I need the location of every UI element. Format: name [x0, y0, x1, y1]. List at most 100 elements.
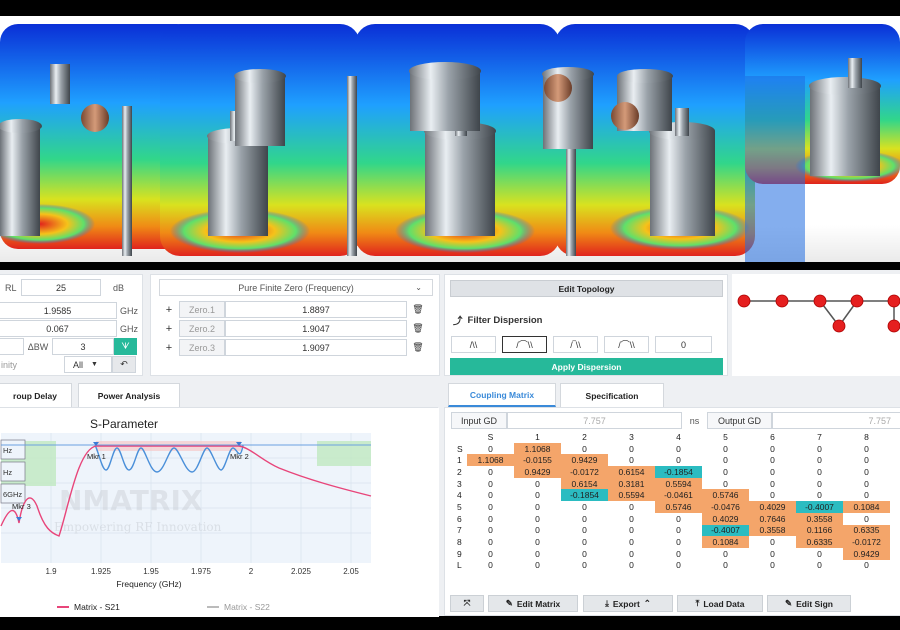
topology-node[interactable]: [887, 319, 900, 333]
matrix-cell[interactable]: 0: [582, 501, 587, 512]
dispersion-shape-3-icon[interactable]: /‾\\: [553, 336, 598, 353]
matrix-cell[interactable]: 0: [488, 525, 493, 536]
matrix-cell[interactable]: 0: [488, 490, 493, 501]
topology-node[interactable]: [737, 294, 751, 308]
matrix-cell[interactable]: 0: [582, 548, 587, 559]
matrix-cell[interactable]: 0.9429: [561, 454, 608, 467]
matrix-cell[interactable]: 0: [582, 525, 587, 536]
matrix-cell[interactable]: 0: [535, 548, 540, 559]
matrix-cell[interactable]: 0: [629, 443, 634, 454]
matrix-cell[interactable]: 0: [864, 478, 869, 489]
matrix-cell[interactable]: 0: [723, 443, 728, 454]
matrix-cell[interactable]: 0: [535, 537, 540, 548]
edit-matrix-button[interactable]: ✎ Edit Matrix: [488, 595, 578, 612]
delete-icon[interactable]: 🗑: [412, 342, 424, 352]
matrix-cell[interactable]: 0: [723, 455, 728, 466]
matrix-cell[interactable]: 0: [770, 455, 775, 466]
matrix-cell[interactable]: 0.7646: [749, 512, 796, 525]
matrix-cell[interactable]: 0: [629, 548, 634, 559]
undo-icon[interactable]: ↶: [112, 356, 136, 373]
matrix-cell[interactable]: -0.0172: [561, 466, 608, 478]
topology-node[interactable]: [887, 294, 900, 308]
center-frequency-input[interactable]: 1.9585: [0, 302, 117, 319]
matrix-cell[interactable]: 0: [676, 537, 681, 548]
matrix-cell[interactable]: 0: [864, 466, 869, 477]
matrix-cell[interactable]: 0: [864, 490, 869, 501]
matrix-cell[interactable]: 0: [770, 490, 775, 501]
edit-topology-button[interactable]: Edit Topology: [450, 280, 723, 297]
matrix-cell[interactable]: 1.1068: [514, 442, 561, 455]
matrix-cell[interactable]: 0: [535, 478, 540, 489]
tab-power-analysis[interactable]: Power Analysis: [78, 383, 180, 407]
dbw-input[interactable]: 3: [52, 338, 114, 355]
bandwidth-input[interactable]: 0.067: [0, 320, 117, 337]
zero-value-input[interactable]: 1.9047: [225, 320, 407, 337]
topology-node[interactable]: [850, 294, 864, 308]
matrix-cell[interactable]: 0: [676, 525, 681, 536]
delete-icon[interactable]: 🗑: [412, 304, 424, 314]
dispersion-value-input[interactable]: 0: [655, 336, 712, 353]
add-zero-icon[interactable]: +: [165, 303, 173, 316]
matrix-cell[interactable]: 0: [864, 560, 869, 571]
matrix-cell[interactable]: 0: [629, 537, 634, 548]
matrix-cell[interactable]: 0: [535, 501, 540, 512]
matrix-cell[interactable]: 0: [676, 443, 681, 454]
matrix-cell[interactable]: 0: [676, 548, 681, 559]
matrix-cell[interactable]: 0: [817, 455, 822, 466]
matrix-cell[interactable]: 0.3181: [608, 477, 655, 490]
matrix-cell[interactable]: 0: [488, 548, 493, 559]
topology-node[interactable]: [813, 294, 827, 308]
matrix-cell[interactable]: 0: [770, 560, 775, 571]
matrix-cell[interactable]: 0: [676, 560, 681, 571]
matrix-cell[interactable]: 0: [676, 455, 681, 466]
dispersion-shape-2-icon[interactable]: /⌒\\: [502, 336, 547, 353]
matrix-cell[interactable]: 0.9429: [843, 547, 890, 560]
matrix-cell[interactable]: 0.6154: [561, 477, 608, 490]
matrix-cell[interactable]: 0.6154: [608, 466, 655, 478]
matrix-cell[interactable]: 0: [864, 443, 869, 454]
matrix-cell[interactable]: 0: [770, 548, 775, 559]
matrix-cell[interactable]: 0: [676, 513, 681, 524]
matrix-cell[interactable]: 0.4029: [749, 501, 796, 513]
matrix-cell[interactable]: 0.3558: [749, 524, 796, 537]
matrix-cell[interactable]: 0: [582, 443, 587, 454]
matrix-cell[interactable]: -0.1854: [655, 466, 702, 478]
matrix-cell[interactable]: 0: [582, 513, 587, 524]
blank-input[interactable]: [0, 338, 24, 355]
matrix-cell[interactable]: 0: [723, 548, 728, 559]
output-gd-input[interactable]: 7.757: [772, 412, 900, 429]
tab-coupling-matrix[interactable]: Coupling Matrix: [448, 383, 556, 407]
matrix-cell[interactable]: 0: [488, 513, 493, 524]
load-data-button[interactable]: ⤒ Load Data: [677, 595, 763, 612]
matrix-cell[interactable]: 0: [723, 560, 728, 571]
tab-group-delay[interactable]: roup Delay: [0, 383, 72, 407]
zero-value-input[interactable]: 1.8897: [225, 301, 407, 318]
matrix-cell[interactable]: 0.1084: [843, 501, 890, 513]
matrix-cell[interactable]: 0: [770, 466, 775, 477]
matrix-cell[interactable]: 0: [817, 478, 822, 489]
matrix-cell[interactable]: 0: [817, 466, 822, 477]
matrix-cell[interactable]: 0.5594: [655, 477, 702, 490]
input-gd-input[interactable]: 7.757: [507, 412, 682, 429]
matrix-cell[interactable]: -0.1854: [561, 489, 608, 502]
dispersion-shape-1-icon[interactable]: /\\: [451, 336, 496, 353]
edit-sign-button[interactable]: ✎ Edit Sign: [767, 595, 851, 612]
matrix-cell[interactable]: 0: [629, 501, 634, 512]
zero-type-select[interactable]: Pure Finite Zero (Frequency) ⌄: [159, 279, 433, 296]
matrix-cell[interactable]: 1.1068: [467, 454, 514, 467]
matrix-cell[interactable]: 0: [582, 560, 587, 571]
matrix-cell[interactable]: 0.4029: [702, 512, 749, 525]
export-button[interactable]: ⤓ Export ⌃: [583, 595, 673, 612]
matrix-cell[interactable]: 0.3558: [796, 512, 843, 525]
matrix-cell[interactable]: -0.0461: [655, 489, 702, 502]
matrix-cell[interactable]: 0: [535, 490, 540, 501]
fit-icon[interactable]: ⤧: [450, 595, 484, 612]
matrix-cell[interactable]: 0.5746: [702, 489, 749, 502]
rl-input[interactable]: 25: [21, 279, 101, 296]
add-zero-icon[interactable]: +: [165, 322, 173, 335]
tab-specification[interactable]: Specification: [560, 383, 664, 407]
dispersion-shape-4-icon[interactable]: /⌒\\: [604, 336, 649, 353]
matrix-cell[interactable]: 0: [488, 443, 493, 454]
matrix-cell[interactable]: -0.0172: [843, 536, 890, 548]
matrix-cell[interactable]: 0.5594: [608, 489, 655, 502]
